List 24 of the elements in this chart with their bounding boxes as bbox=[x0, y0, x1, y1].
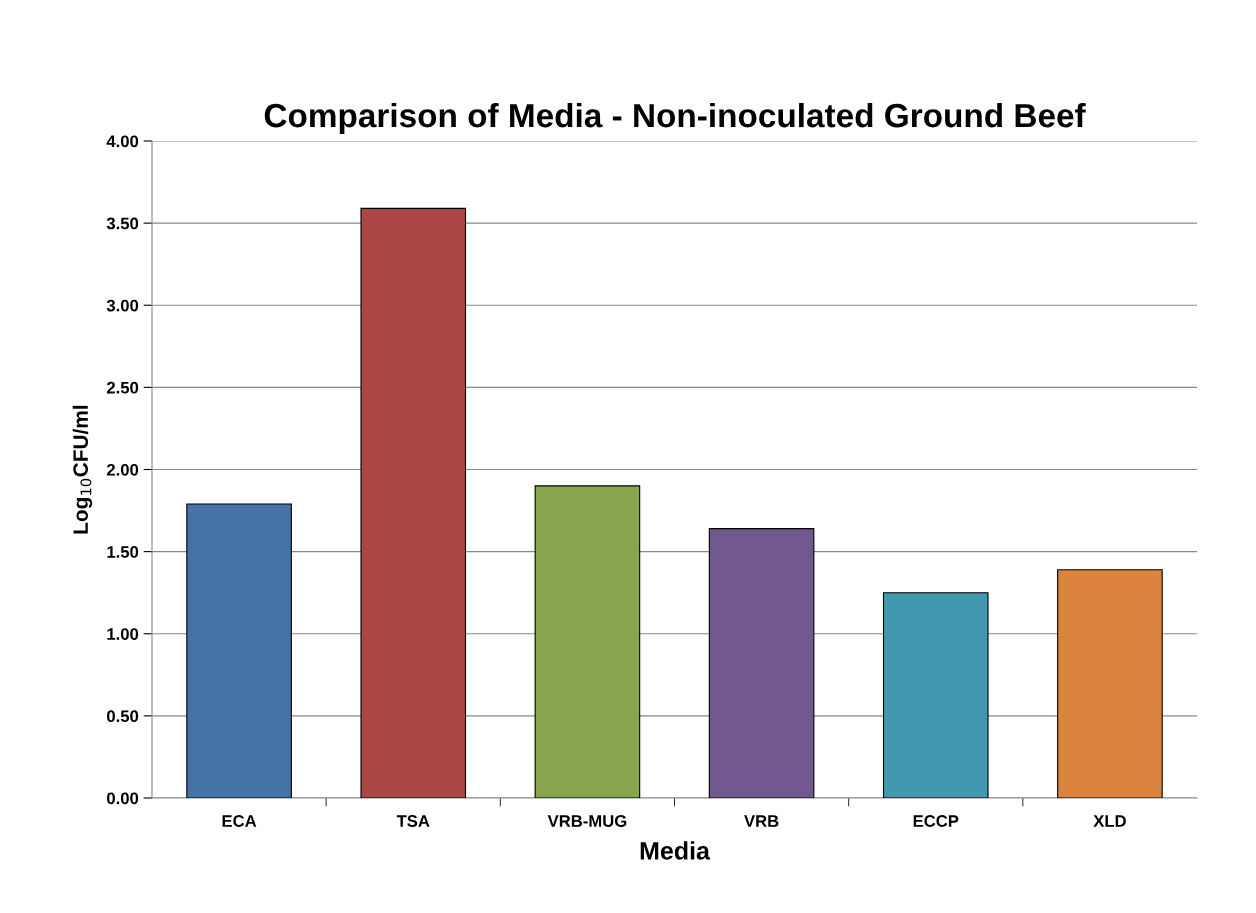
y-tick-label: 4.00 bbox=[106, 135, 139, 148]
bar bbox=[882, 592, 989, 798]
bar bbox=[708, 528, 815, 798]
chart-title: Comparison of Media - Non-inoculated Ground Beef bbox=[264, 102, 1086, 135]
y-tick-label: 2.50 bbox=[106, 381, 139, 394]
x-tick-label: TSA bbox=[396, 815, 430, 827]
x-tick-label: VRB bbox=[744, 815, 779, 827]
bar bbox=[186, 503, 292, 798]
x-tick-label: ECA bbox=[222, 815, 257, 827]
y-tick-label: 1.50 bbox=[107, 546, 139, 558]
bar bbox=[360, 207, 467, 798]
x-tick-label: XLD bbox=[1093, 815, 1126, 827]
x-tick-label: ECCP bbox=[913, 815, 959, 827]
x-axis-title: Media bbox=[640, 841, 711, 860]
y-tick-label: 3.00 bbox=[106, 299, 139, 312]
bar bbox=[1057, 569, 1163, 798]
x-tick-label: VRB-MUG bbox=[547, 815, 627, 827]
bar bbox=[534, 485, 641, 798]
y-tick-label: 2.00 bbox=[106, 463, 139, 476]
y-tick-label: 1.00 bbox=[107, 628, 139, 640]
y-axis-title: Log$_{10}$CFU/ml bbox=[72, 405, 93, 534]
y-tick-label: 0.50 bbox=[107, 710, 139, 723]
y-tick-label: 0.00 bbox=[107, 792, 139, 805]
y-tick-label: 3.50 bbox=[106, 217, 139, 230]
